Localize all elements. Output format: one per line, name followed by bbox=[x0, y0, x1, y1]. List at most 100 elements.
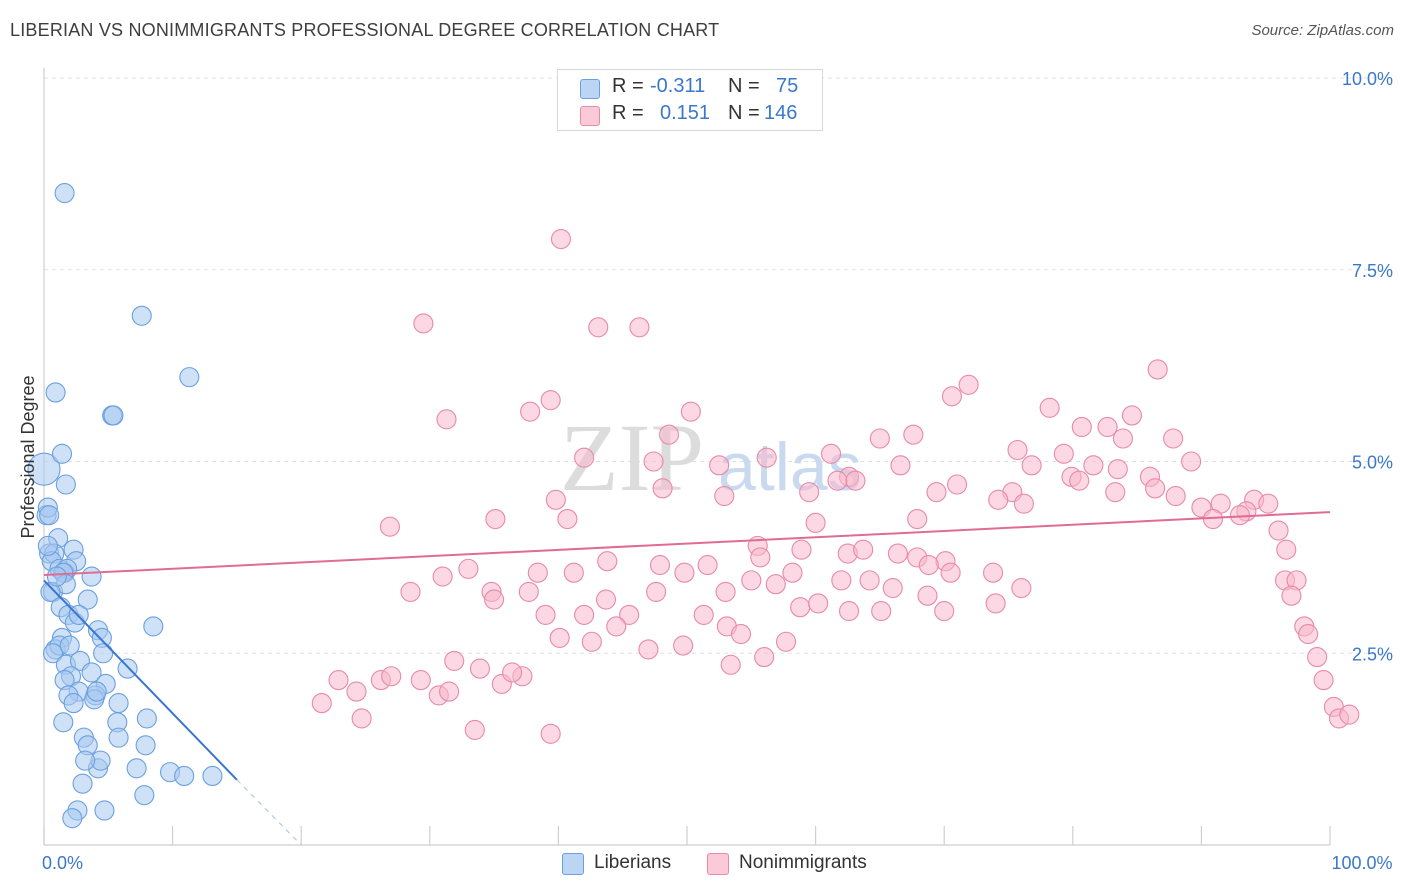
nonimmigrant-point bbox=[934, 601, 955, 622]
nonimmigrant-point bbox=[619, 604, 640, 625]
nonimmigrant-point bbox=[1339, 704, 1360, 725]
liberian-point bbox=[51, 443, 73, 464]
y-axis-label: Professional Degree bbox=[18, 375, 38, 538]
x-tick-label: 100.0% bbox=[1331, 853, 1392, 873]
nonimmigrant-point bbox=[741, 570, 762, 591]
liberian-point bbox=[103, 405, 124, 426]
legend-n-label: N = bbox=[728, 75, 760, 97]
nonimmigrant-point bbox=[827, 470, 848, 491]
liberian-point bbox=[126, 758, 147, 779]
nonimmigrant-point bbox=[1121, 405, 1143, 426]
nonimmigrant-point bbox=[1039, 397, 1060, 418]
nonimmigrant-point bbox=[381, 666, 402, 687]
nonimmigrant-point bbox=[917, 585, 938, 606]
nonimmigrant-point bbox=[400, 581, 421, 602]
nonimmigrant-point bbox=[871, 601, 892, 622]
nonimmigrant-point bbox=[907, 508, 928, 530]
nonimmigrant-point bbox=[557, 508, 578, 530]
nonimmigrant-point bbox=[799, 482, 820, 503]
nonimmigrant-point bbox=[1112, 428, 1134, 449]
nonimmigrant-point bbox=[1298, 624, 1319, 645]
legend-label: Liberians bbox=[594, 852, 672, 873]
nonimmigrant-point bbox=[859, 570, 880, 591]
source-label: Source: ZipAtlas.com bbox=[1251, 22, 1394, 39]
liberian-point bbox=[63, 693, 84, 714]
nonimmigrant-point bbox=[1276, 539, 1297, 560]
nonimmigrant-point bbox=[1011, 578, 1032, 599]
liberian-point bbox=[94, 800, 115, 821]
liberian-point bbox=[93, 643, 114, 664]
nonimmigrant-point bbox=[485, 508, 506, 530]
nonimmigrant-point bbox=[1313, 670, 1334, 691]
liberian-point bbox=[179, 367, 200, 388]
nonimmigrant-point bbox=[1258, 493, 1279, 514]
nonimmigrant-point bbox=[709, 455, 730, 476]
nonimmigrant-point bbox=[985, 593, 1006, 614]
nonimmigrant-point bbox=[918, 554, 939, 576]
nonimmigrant-point bbox=[756, 447, 777, 468]
nonimmigrant-point bbox=[940, 562, 961, 583]
nonimmigrant-point bbox=[606, 616, 627, 637]
nonimmigrant-point bbox=[845, 470, 866, 491]
legend-swatch-liberians bbox=[580, 79, 600, 99]
nonimmigrant-point bbox=[715, 581, 736, 602]
nonimmigrant-point bbox=[520, 401, 541, 422]
nonimmigrant-point bbox=[638, 639, 659, 660]
nonimmigrant-point bbox=[597, 551, 618, 572]
nonimmigrant-point bbox=[346, 681, 367, 702]
legend-swatch bbox=[707, 853, 729, 875]
nonimmigrant-point bbox=[1107, 459, 1128, 480]
nonimmigrant-point bbox=[535, 604, 556, 625]
nonimmigrant-point bbox=[563, 562, 584, 583]
liberian-point bbox=[45, 382, 66, 403]
liberian-point bbox=[27, 452, 61, 486]
y-tick-label: 7.5% bbox=[1352, 261, 1393, 281]
nonimmigrant-point bbox=[311, 693, 332, 714]
liberian-point bbox=[86, 681, 107, 702]
nonimmigrant-point bbox=[697, 554, 718, 576]
nonimmigrant-point bbox=[351, 708, 372, 729]
nonimmigrant-point bbox=[782, 562, 803, 583]
nonimmigrant-point bbox=[805, 512, 826, 533]
nonimmigrant-point bbox=[527, 562, 548, 583]
liberian-point bbox=[202, 765, 223, 787]
liberian-point bbox=[117, 658, 138, 679]
nonimmigrant-point bbox=[1053, 443, 1074, 464]
y-tick-label: 10.0% bbox=[1342, 69, 1393, 89]
nonimmigrant-point bbox=[988, 489, 1009, 510]
x-tick-label: 0.0% bbox=[42, 853, 83, 873]
nonimmigrant-point bbox=[903, 424, 924, 445]
nonimmigrant-point bbox=[1147, 359, 1168, 380]
nonimmigrant-point bbox=[574, 604, 595, 625]
watermark-atlas: atlas bbox=[718, 429, 862, 505]
nonimmigrant-point bbox=[1083, 455, 1104, 476]
nonimmigrant-point bbox=[484, 589, 505, 610]
nonimmigrant-point bbox=[820, 443, 842, 464]
nonimmigrant-point bbox=[1307, 647, 1328, 668]
liberian-point bbox=[75, 750, 96, 771]
nonimmigrant-point bbox=[1021, 455, 1042, 476]
nonimmigrant-point bbox=[714, 485, 735, 507]
nonimmigrant-point bbox=[581, 631, 602, 652]
nonimmigrant-point bbox=[1007, 439, 1028, 461]
nonimmigrant-point bbox=[983, 562, 1004, 583]
watermark: ZIP atlas bbox=[560, 404, 862, 511]
nonimmigrant-point bbox=[652, 478, 673, 499]
nonimmigrant-point bbox=[444, 650, 465, 671]
nonimmigrant-point bbox=[882, 578, 903, 599]
legend-n-label: N = bbox=[728, 102, 760, 124]
nonimmigrant-point bbox=[791, 539, 812, 560]
liberian-point bbox=[134, 785, 155, 806]
nonimmigrant-point bbox=[328, 670, 349, 691]
nonimmigrant-trend-line bbox=[43, 511, 1331, 577]
nonimmigrant-point bbox=[1013, 493, 1034, 514]
nonimmigrant-point bbox=[643, 451, 664, 472]
liberian-point bbox=[54, 183, 75, 204]
nonimmigrant-point bbox=[413, 313, 434, 334]
liberian-point bbox=[81, 662, 102, 683]
nonimmigrant-point bbox=[838, 601, 860, 622]
nonimmigrant-point bbox=[926, 482, 947, 503]
nonimmigrant-point bbox=[887, 543, 908, 564]
nonimmigrant-point bbox=[1097, 416, 1118, 438]
nonimmigrant-point bbox=[595, 589, 617, 610]
